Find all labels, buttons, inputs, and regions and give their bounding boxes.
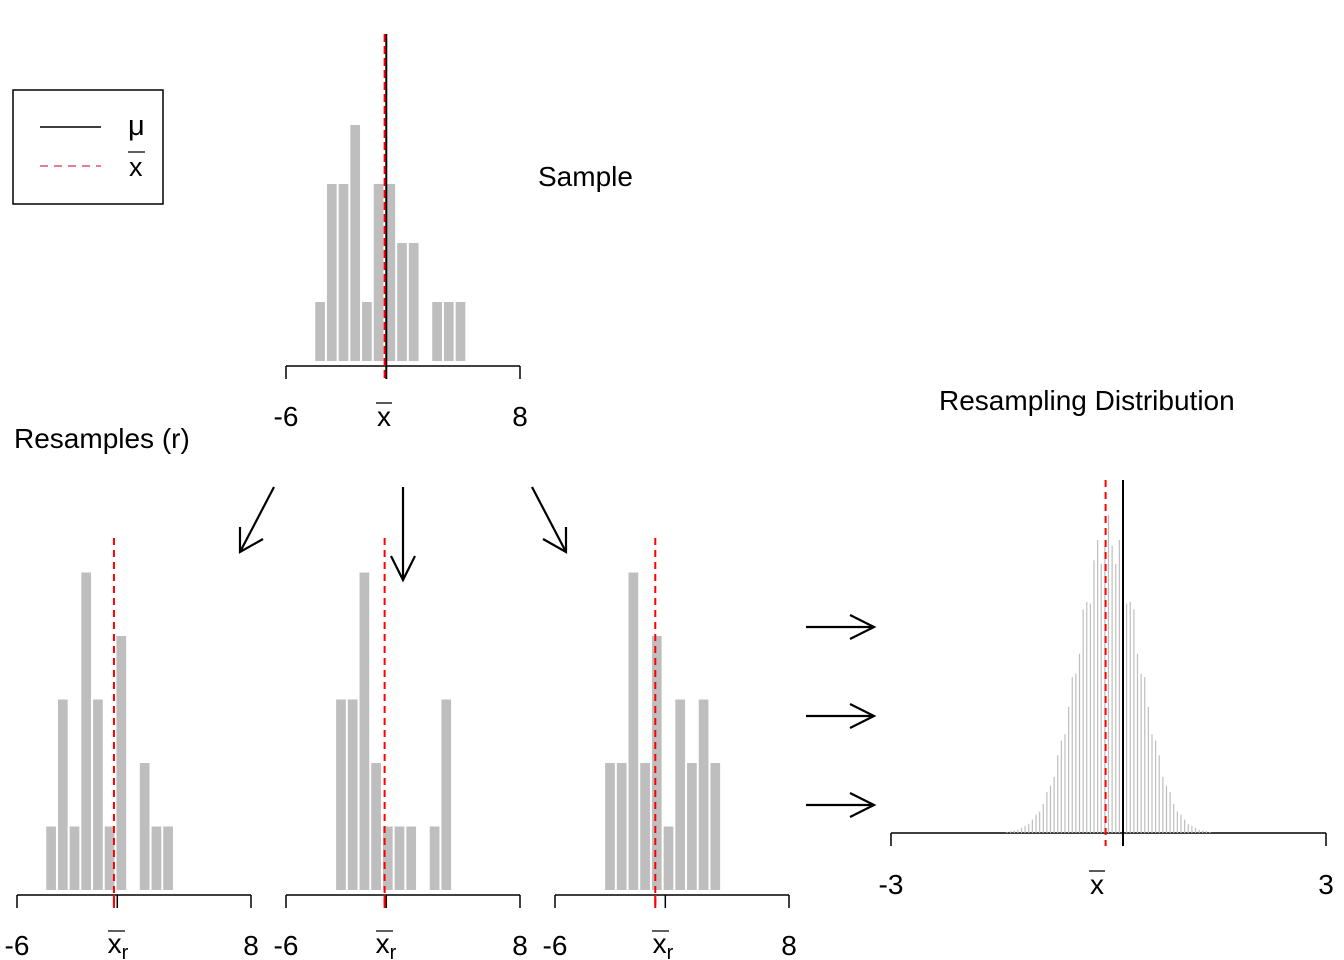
sample-title: Sample [538,161,633,192]
histogram-bar [336,699,346,890]
histogram-bar [429,826,440,890]
histogram-bar [338,184,349,361]
sample-xbar-label: x [377,401,391,432]
arrow-right-icon [806,792,877,818]
arrow-right-icon [806,703,877,729]
histogram-bar [687,763,697,890]
histogram-bar [698,699,709,890]
histogram-bar [408,243,419,361]
histogram-bar [326,184,337,361]
resampling-axis-tick-label: 3 [1318,869,1334,900]
arrow-icon [390,487,416,583]
sample-histogram [285,34,521,379]
histogram-bar [373,184,384,361]
sample-axis-tick-label: 8 [512,401,528,432]
resample-3-axis-tick-label: -6 [543,930,568,960]
legend-xbar-label: x [129,152,143,182]
histogram-bar [406,826,417,890]
histogram-bar [359,572,370,890]
histogram-bar [651,636,662,890]
histogram-bar [46,826,56,890]
histogram-bar [455,302,466,361]
histogram-bar [163,826,173,890]
arrow-icon [238,486,275,554]
histogram-bar [432,302,442,361]
histogram-bar [640,763,650,890]
histogram-bar [93,699,103,890]
histogram-bar [362,302,372,361]
resampling-distribution-histogram [890,480,1327,846]
resampling-distribution-title: Resampling Distribution [939,385,1235,416]
legend-box [12,89,164,205]
histogram-bar [628,572,639,890]
resamples-title: Resamples (r) [14,423,190,454]
resample-3-xbar-r-label: xr [653,928,674,960]
resampling-axis-tick-label: -3 [879,869,904,900]
histogram-bar [441,699,452,890]
histogram-bar [394,826,405,890]
resample-2-axis-tick-label: -6 [274,930,299,960]
histogram-bar [315,302,325,361]
histogram-bar [616,763,627,890]
resample-1-xbar-r-label: xr [108,928,129,960]
histogram-bar [347,699,358,890]
histogram-bar [151,826,162,890]
histogram-bar [443,302,454,361]
histogram-bar [69,826,80,890]
arrow-icon [531,486,568,554]
histogram-bar [57,699,68,890]
histogram-bar [81,572,92,890]
histogram-bar [710,763,721,890]
resample-1-axis-tick-label: -6 [5,930,30,960]
histogram-bar [663,826,674,890]
histogram-bar [139,763,150,890]
arrow-right-icon [806,614,877,640]
histogram-bar [382,826,393,890]
histogram-bar [397,243,407,361]
histogram-bar [385,184,396,361]
legend: μ x [12,89,164,205]
histogram-bar [371,763,381,890]
resample-2-xbar-r-label: xr [376,928,397,960]
histogram-bar [350,125,361,361]
resample-2-axis-tick-label: 8 [512,930,528,960]
histogram-bar [605,763,615,890]
resample-histogram-3 [554,538,790,908]
sample-axis-tick-label: -6 [274,401,299,432]
histogram-bar [675,699,686,890]
resampling-xbar-label: x [1090,869,1104,900]
resample-3-axis-tick-label: 8 [781,930,797,960]
resample-1-axis-tick-label: 8 [243,930,259,960]
histogram-bar [116,636,127,890]
resample-histogram-1 [16,538,252,908]
legend-mu-label: μ [128,110,145,142]
histogram-bar [104,826,115,890]
resample-histogram-2 [285,538,521,908]
